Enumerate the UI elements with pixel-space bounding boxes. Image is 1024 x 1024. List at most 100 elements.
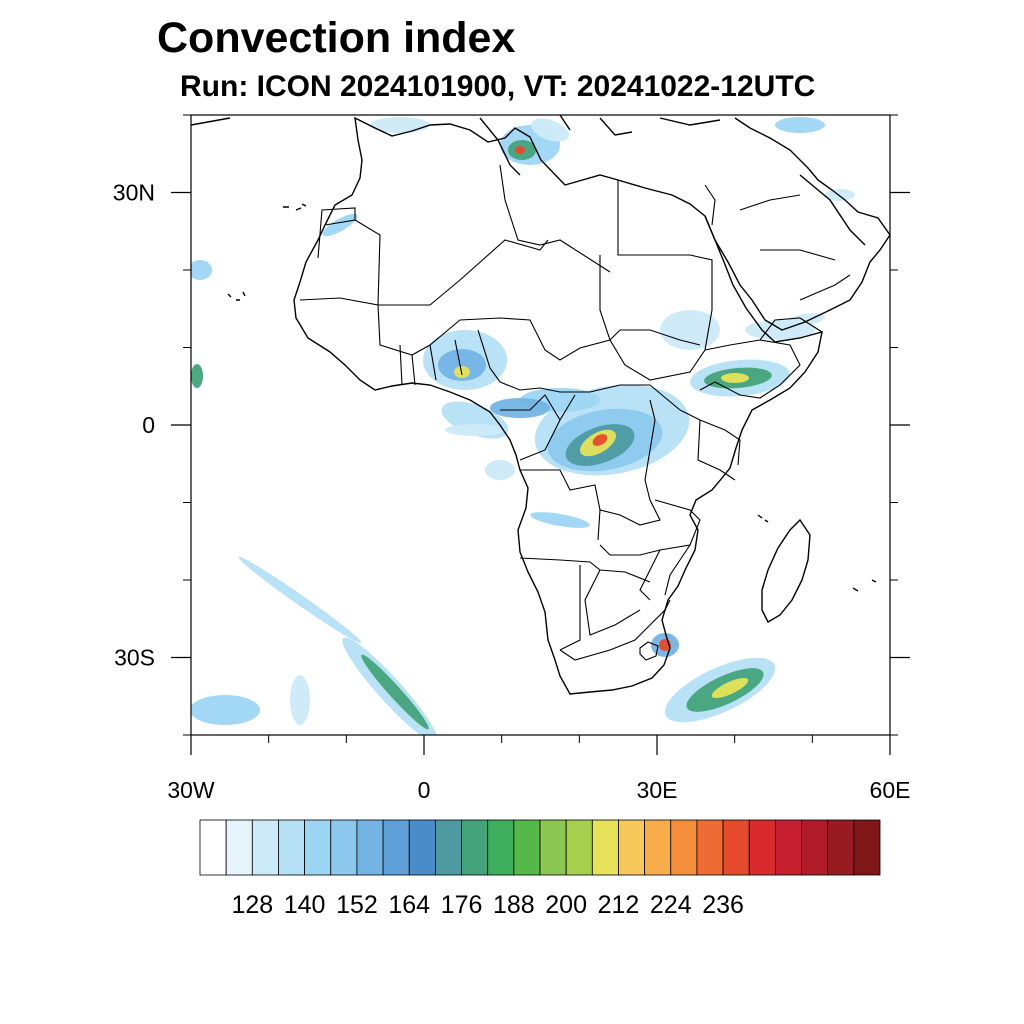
convection-cell (825, 189, 855, 201)
comoros (757, 514, 769, 523)
colorbar-box (278, 819, 306, 876)
colorbar-label: 200 (545, 891, 587, 919)
cape-verde (227, 291, 246, 301)
border-egypt-sinai (704, 184, 716, 226)
colorbar-box (801, 819, 829, 876)
convection-cell (370, 117, 430, 133)
colorbar-box (434, 819, 462, 876)
border-algeria-libya (499, 164, 611, 273)
border-libya-egypt (617, 180, 690, 256)
colorbar-box (330, 819, 358, 876)
border-drc-south (520, 469, 601, 511)
colorbar-box (748, 819, 776, 876)
convection-cell (191, 260, 212, 280)
colorbar-box (774, 819, 802, 876)
border-south-africa (559, 599, 671, 661)
country-borders (299, 164, 851, 661)
colorbar-box (199, 819, 227, 876)
convection-field (191, 117, 855, 735)
border-east-africa (679, 409, 741, 481)
convection-cell (454, 366, 470, 378)
border-central-africa (499, 381, 681, 411)
colorbar-box (591, 819, 619, 876)
border-gulf-of-guinea (399, 329, 501, 386)
convection-cell (238, 556, 362, 644)
colorbar-label: 152 (336, 891, 378, 919)
convection-cell (191, 695, 260, 725)
convection-cell (711, 677, 749, 699)
colorbar-label: 212 (598, 891, 640, 919)
convection-cell (290, 675, 310, 725)
colorbar-box (618, 819, 646, 876)
convection-cell (660, 310, 720, 350)
border-mozambique (639, 544, 691, 601)
x-tick-label: 0 (418, 777, 431, 803)
africa-coastline (293, 116, 823, 695)
convection-cell (530, 118, 570, 142)
canary-islands (283, 203, 307, 211)
border-algeria-mali (354, 219, 549, 306)
border-west-sahara (317, 207, 356, 259)
colorbar-label: 224 (650, 891, 692, 919)
border-congo (500, 394, 576, 461)
y-tick-label: 0 (142, 412, 155, 438)
colorbar-box (225, 819, 253, 876)
colorbar-box (356, 819, 384, 876)
chart-title: Convection index (157, 14, 516, 62)
x-tick-label: 60E (870, 777, 911, 803)
x-tick-label: 30E (637, 777, 678, 803)
colorbar-box (382, 819, 410, 876)
colorbar-box (461, 819, 489, 876)
axis-ticks: 30W 0 30E 60E 30N 0 30S (113, 114, 911, 803)
colorbar-box (487, 819, 515, 876)
colorbar-box (853, 819, 881, 876)
europe-coastline (191, 115, 721, 176)
colorbar-box (670, 819, 698, 876)
convection-cell (721, 373, 749, 383)
madagascar-coastline (761, 518, 811, 623)
convection-cell (445, 424, 505, 436)
colorbar-label: 176 (441, 891, 483, 919)
border-ethiopia (699, 339, 801, 399)
convection-cell (322, 213, 358, 237)
border-horn (759, 317, 823, 341)
x-tick-label: 30W (167, 777, 215, 803)
convection-cell (592, 434, 608, 446)
colorbar-label: 128 (231, 891, 273, 919)
border-arabia (739, 194, 851, 301)
convection-cell (191, 364, 203, 388)
colorbar-box (565, 819, 593, 876)
y-tick-label: 30S (114, 645, 155, 671)
colorbar-box (251, 819, 279, 876)
border-angola-namibia (519, 557, 651, 583)
convection-cell (485, 460, 515, 480)
convection-cell (775, 117, 825, 133)
gulf-coastline (799, 174, 866, 246)
chart-subtitle: Run: ICON 2024101900, VT: 20241022-12UTC (180, 70, 816, 103)
colorbar: 128 140 152 164 176 188 200 212 224 236 (199, 819, 881, 919)
colorbar-box (408, 819, 436, 876)
border-sudan (599, 254, 713, 381)
colorbar-box (644, 819, 672, 876)
colorbar-box (827, 819, 855, 876)
colorbar-label: 140 (284, 891, 326, 919)
convection-cell (530, 512, 590, 528)
convection-cell (515, 146, 525, 154)
colorbar-label: 188 (493, 891, 535, 919)
colorbar-box (513, 819, 541, 876)
convection-cell (438, 349, 486, 381)
convection-cell (361, 654, 429, 730)
colorbar-box (696, 819, 724, 876)
colorbar-box (539, 819, 567, 876)
border-tanzania-zambia (599, 499, 701, 556)
mascarene-islands (852, 579, 877, 592)
convection-cell (490, 398, 550, 418)
border-namibia-botswana (559, 565, 641, 651)
coastlines (191, 115, 890, 695)
border-lesotho (639, 641, 659, 661)
y-tick-label: 30N (113, 180, 155, 206)
border-drc-east (597, 399, 661, 541)
border-sahel (299, 297, 701, 361)
colorbar-label: 236 (702, 891, 744, 919)
